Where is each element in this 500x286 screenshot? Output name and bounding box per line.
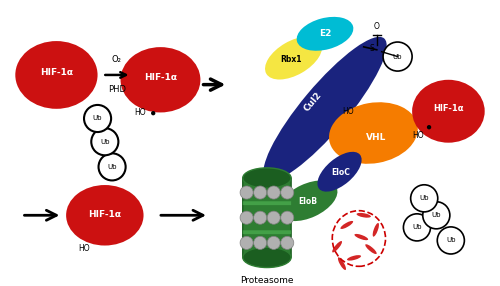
Ellipse shape xyxy=(265,37,322,80)
Text: Ub: Ub xyxy=(393,53,402,59)
Ellipse shape xyxy=(354,234,368,240)
Ellipse shape xyxy=(242,168,291,188)
Text: O: O xyxy=(374,22,380,31)
Text: PHD: PHD xyxy=(108,85,126,94)
Text: Cul2: Cul2 xyxy=(302,90,324,113)
Circle shape xyxy=(254,186,266,199)
Text: E2: E2 xyxy=(319,29,331,38)
Ellipse shape xyxy=(66,185,144,245)
Circle shape xyxy=(151,111,156,115)
Circle shape xyxy=(438,227,464,254)
Text: Ub: Ub xyxy=(432,212,441,218)
Circle shape xyxy=(98,153,126,180)
Circle shape xyxy=(383,42,412,71)
Circle shape xyxy=(254,236,266,249)
Circle shape xyxy=(404,214,430,241)
Ellipse shape xyxy=(356,213,371,218)
Text: Ub: Ub xyxy=(420,195,429,201)
Text: O₂: O₂ xyxy=(112,55,122,64)
Text: Rbx1: Rbx1 xyxy=(280,55,302,64)
Circle shape xyxy=(254,211,266,224)
Text: S: S xyxy=(370,44,374,53)
Text: Proteasome: Proteasome xyxy=(240,276,294,285)
Text: HO: HO xyxy=(412,131,424,140)
Ellipse shape xyxy=(329,102,418,164)
Text: Ub: Ub xyxy=(446,237,456,243)
Ellipse shape xyxy=(296,17,354,51)
Ellipse shape xyxy=(16,41,98,109)
Ellipse shape xyxy=(340,221,353,229)
Text: HO: HO xyxy=(134,108,145,117)
Ellipse shape xyxy=(264,37,386,181)
Text: Ub: Ub xyxy=(108,164,117,170)
Text: Ub: Ub xyxy=(100,139,110,145)
Circle shape xyxy=(267,186,280,199)
Circle shape xyxy=(240,236,253,249)
Ellipse shape xyxy=(318,152,362,192)
Ellipse shape xyxy=(338,257,346,270)
Circle shape xyxy=(280,186,294,199)
Text: VHL: VHL xyxy=(366,133,386,142)
Circle shape xyxy=(267,236,280,249)
Text: HO: HO xyxy=(78,244,90,253)
Text: HO: HO xyxy=(342,107,353,116)
Circle shape xyxy=(84,105,111,132)
Circle shape xyxy=(280,211,294,224)
Ellipse shape xyxy=(242,247,291,267)
FancyBboxPatch shape xyxy=(242,178,291,257)
Text: HIF-1α: HIF-1α xyxy=(144,73,177,82)
Text: EloC: EloC xyxy=(332,168,350,177)
Ellipse shape xyxy=(278,180,338,221)
Text: Ub: Ub xyxy=(412,225,422,231)
Ellipse shape xyxy=(412,80,484,143)
Circle shape xyxy=(267,211,280,224)
Circle shape xyxy=(410,185,438,212)
Circle shape xyxy=(427,125,431,129)
Circle shape xyxy=(92,128,118,155)
FancyBboxPatch shape xyxy=(242,201,291,205)
Ellipse shape xyxy=(372,223,379,237)
Text: Ub: Ub xyxy=(93,116,102,122)
Ellipse shape xyxy=(120,47,200,112)
Ellipse shape xyxy=(366,244,376,254)
Ellipse shape xyxy=(332,241,342,253)
Text: EloB: EloB xyxy=(298,197,318,206)
Text: HIF-1α: HIF-1α xyxy=(40,68,73,77)
FancyBboxPatch shape xyxy=(242,230,291,234)
Text: HIF-1α: HIF-1α xyxy=(88,210,122,219)
Circle shape xyxy=(280,236,294,249)
Text: HIF-1α: HIF-1α xyxy=(433,104,464,113)
Circle shape xyxy=(240,186,253,199)
Ellipse shape xyxy=(347,255,361,261)
Circle shape xyxy=(240,211,253,224)
Circle shape xyxy=(423,202,450,229)
